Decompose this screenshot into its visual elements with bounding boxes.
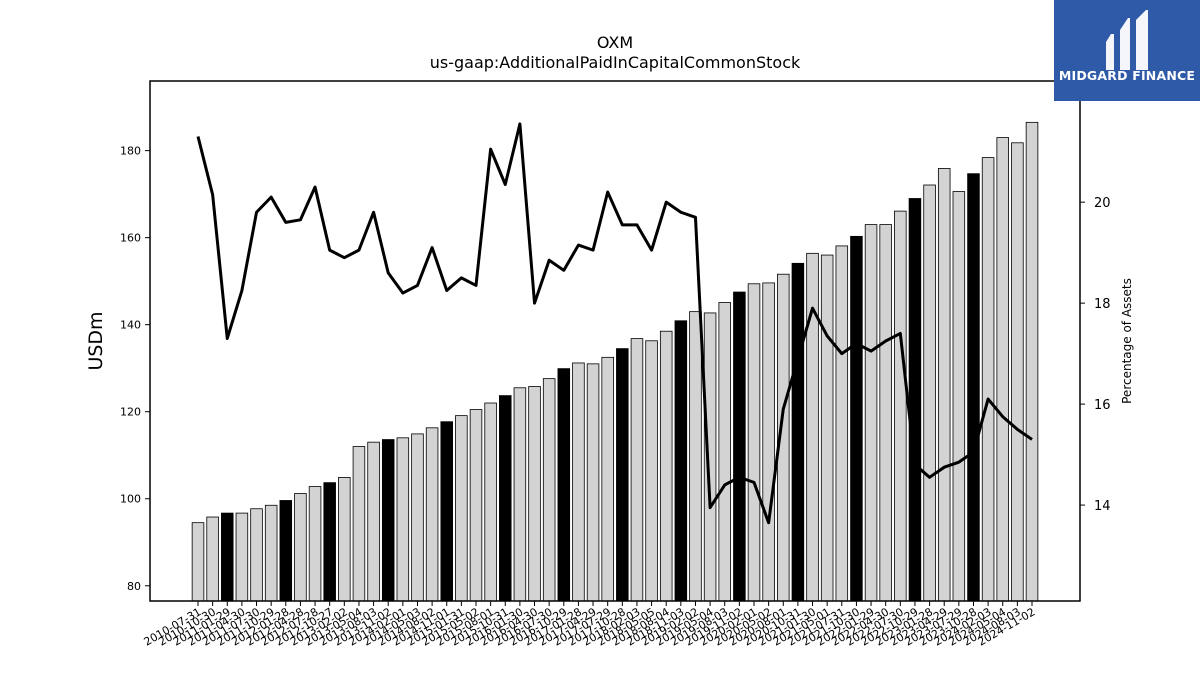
bar: [469, 409, 483, 602]
y2-tick-label: 16: [1094, 398, 1111, 413]
bar: [952, 191, 966, 602]
bar: [338, 477, 351, 602]
y-tick-label: 160: [120, 232, 141, 245]
bar: [762, 282, 775, 602]
y-tick-label: 140: [120, 319, 141, 332]
bar: [542, 378, 556, 602]
bar: [864, 224, 878, 602]
y-tick-label: 120: [120, 406, 141, 419]
bar: [747, 283, 761, 602]
y-axis-label: USDm: [85, 311, 107, 370]
bar: [206, 516, 219, 602]
bar: [513, 387, 527, 602]
bar: [645, 340, 658, 602]
bar: [586, 363, 600, 602]
bar: [616, 348, 629, 602]
bar-series: [191, 121, 1039, 602]
bar: [484, 402, 497, 602]
bar: [835, 245, 849, 602]
bar: [689, 311, 702, 602]
chart-title: OXM: [597, 33, 633, 52]
bar: [308, 486, 322, 602]
bar: [894, 210, 907, 602]
bar: [528, 386, 541, 602]
bar: [1025, 121, 1039, 602]
y2-axis-label: Percentage of Assets: [1120, 278, 1134, 404]
y2-tick-label: 14: [1094, 499, 1111, 514]
bar: [908, 198, 922, 602]
bar: [367, 441, 380, 602]
brand-logo: MIDGARD FINANCE: [1054, 0, 1200, 101]
plot-frame: [149, 80, 1081, 602]
y-tick-label: 80: [127, 580, 141, 593]
bar: [733, 291, 746, 602]
bar: [923, 184, 936, 602]
y2-tick-label: 18: [1094, 297, 1111, 312]
bar: [791, 262, 805, 602]
bar: [323, 482, 336, 602]
midgard-m-icon: [1106, 10, 1148, 70]
y-tick-label: 180: [120, 145, 141, 158]
chart-subtitle: us-gaap:AdditionalPaidInCapitalCommonSto…: [430, 53, 801, 72]
bar: [499, 395, 512, 602]
bar: [850, 235, 863, 602]
bar: [411, 433, 424, 602]
bar: [981, 157, 995, 602]
brand-name: MIDGARD FINANCE: [1058, 68, 1196, 83]
bar: [557, 368, 571, 602]
bar: [996, 137, 1009, 602]
bar: [703, 312, 717, 602]
bar: [235, 512, 249, 602]
y-axis-left: 80 100 120 140 160 180: [120, 145, 150, 593]
bar: [820, 254, 834, 602]
bar: [381, 439, 395, 602]
bar: [455, 415, 468, 602]
bar: [572, 362, 585, 602]
bar: [1011, 142, 1024, 602]
y-tick-label: 100: [120, 493, 141, 506]
x-axis: 2010-07-312010-10-302011-01-292011-04-30…: [142, 601, 1038, 649]
bar: [806, 252, 819, 602]
bar: [221, 512, 234, 602]
bar: [879, 224, 892, 602]
y2-tick-label: 20: [1094, 196, 1111, 211]
bar: [718, 302, 731, 602]
bar: [396, 437, 410, 602]
bar: [601, 356, 614, 602]
bar: [425, 427, 439, 602]
bar: [630, 338, 644, 602]
bar: [352, 446, 366, 602]
bar: [967, 173, 980, 602]
percentage-line: [196, 122, 1033, 525]
bar: [440, 421, 453, 602]
bar: [264, 504, 278, 602]
bar: [250, 508, 263, 602]
bar: [279, 500, 293, 602]
bar: [294, 493, 307, 602]
bar: [674, 320, 688, 602]
y-axis-right: 14 16 18 20: [1080, 196, 1111, 514]
bar: [659, 330, 673, 602]
bar: [191, 522, 205, 602]
bar: [937, 168, 951, 602]
